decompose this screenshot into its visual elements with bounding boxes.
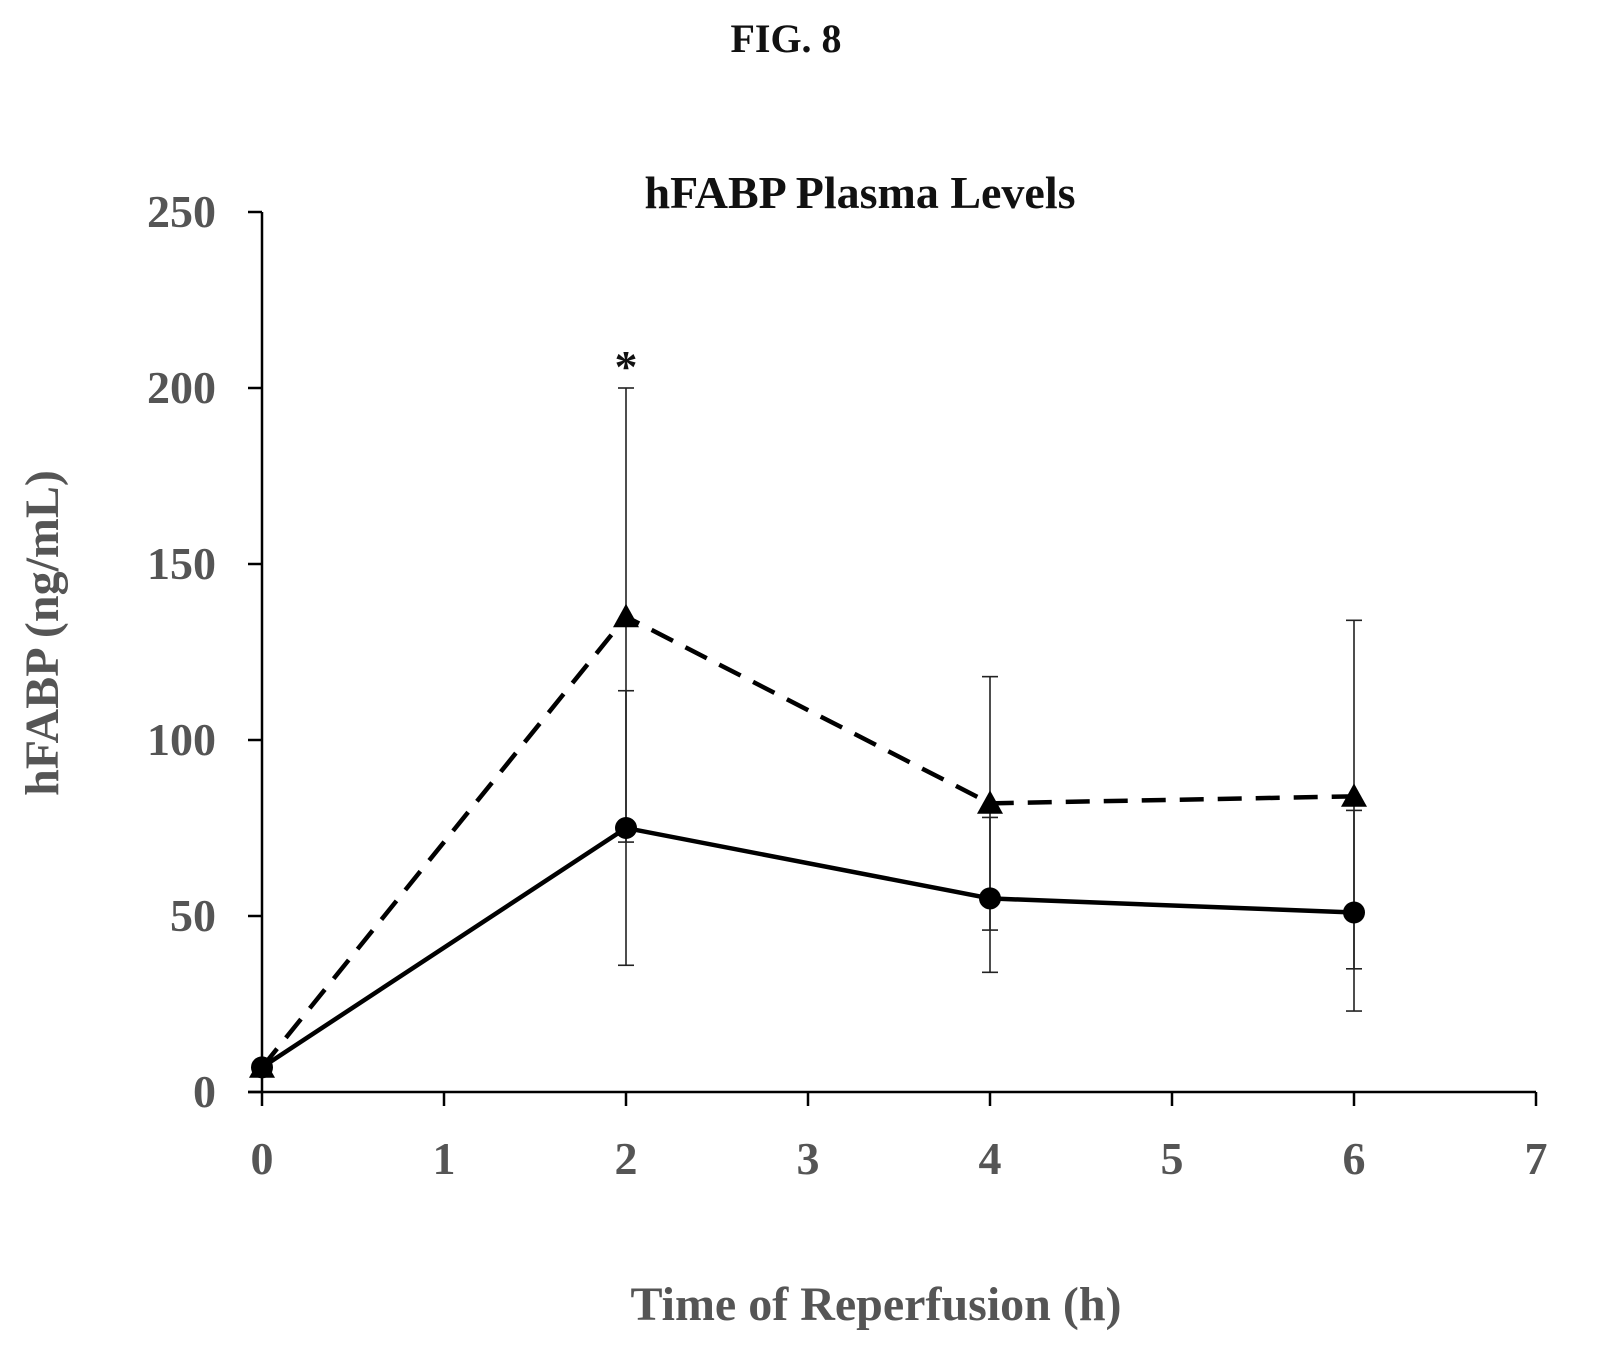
series-1 xyxy=(249,387,1367,1078)
triangle-marker xyxy=(977,790,1003,814)
series-2 xyxy=(251,689,1365,1079)
x-tick-label: 2 xyxy=(615,1133,638,1184)
x-tick-label: 0 xyxy=(251,1133,274,1184)
y-axis-title: hFABP (ng/mL) xyxy=(16,470,69,796)
significance-asterisk: * xyxy=(615,341,638,392)
chart-title: hFABP Plasma Levels xyxy=(644,167,1075,218)
circle-marker xyxy=(251,1056,273,1079)
circle-marker xyxy=(615,817,637,839)
y-tick-label: 200 xyxy=(147,362,216,413)
triangle-marker xyxy=(613,603,639,628)
y-tick-label: 0 xyxy=(193,1066,216,1117)
series-1-line xyxy=(260,614,1355,1069)
x-axis-title: Time of Reperfusion (h) xyxy=(630,1278,1121,1331)
x-tick-label: 1 xyxy=(433,1133,456,1184)
x-tick-label: 7 xyxy=(1525,1133,1548,1184)
figure-label: FIG. 8 xyxy=(730,16,841,61)
y-tick-label: 250 xyxy=(147,186,216,237)
x-tick-label: 4 xyxy=(979,1133,1002,1184)
y-tick-label: 100 xyxy=(147,714,216,765)
x-tick-label: 3 xyxy=(797,1133,820,1184)
circle-marker xyxy=(1343,901,1365,924)
triangle-marker xyxy=(1341,783,1367,807)
plot-area: * xyxy=(249,341,1367,1079)
circle-marker xyxy=(979,887,1001,910)
y-tick-label: 50 xyxy=(170,890,216,941)
x-tick-label: 6 xyxy=(1343,1133,1366,1184)
axes: 0 50 100 150 200 250 0 1 2 3 4 5 6 7 xyxy=(147,186,1548,1184)
y-tick-label: 150 xyxy=(147,538,216,589)
x-tick-label: 5 xyxy=(1161,1133,1184,1184)
series-2-line xyxy=(260,825,1355,1070)
